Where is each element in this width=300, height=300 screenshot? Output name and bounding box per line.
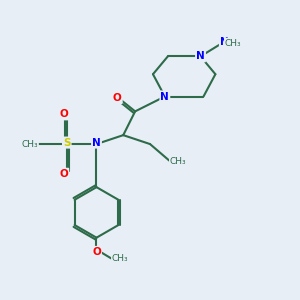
- Text: O: O: [113, 93, 122, 103]
- Text: N: N: [92, 138, 101, 148]
- Text: O: O: [59, 109, 68, 119]
- Text: CH₃: CH₃: [112, 254, 129, 263]
- Text: N: N: [160, 92, 169, 101]
- Text: N: N: [196, 51, 205, 62]
- Text: CH₃: CH₃: [225, 38, 242, 47]
- Text: S: S: [63, 138, 70, 148]
- Text: CH₃: CH₃: [21, 140, 38, 148]
- Text: N: N: [220, 37, 229, 46]
- Text: CH₃: CH₃: [170, 158, 187, 166]
- Text: O: O: [92, 247, 101, 257]
- Text: O: O: [59, 169, 68, 179]
